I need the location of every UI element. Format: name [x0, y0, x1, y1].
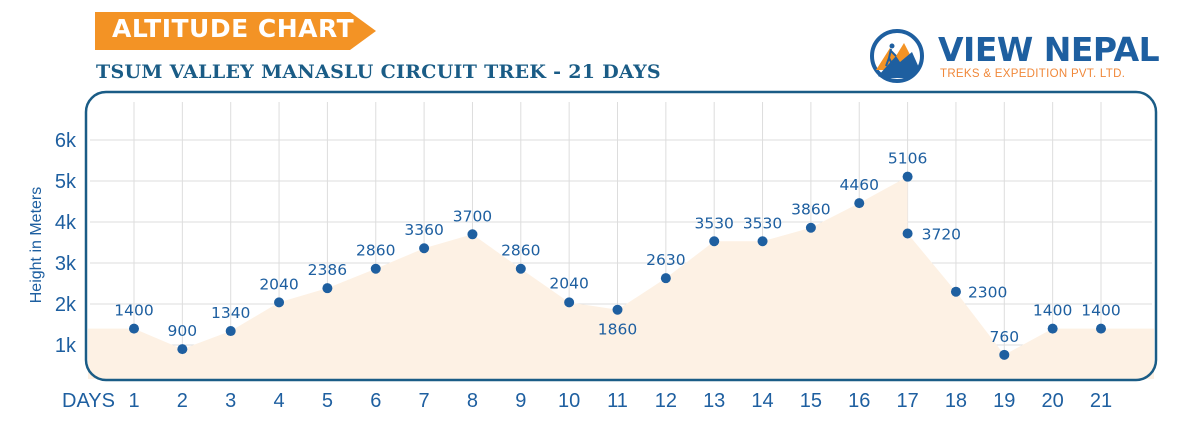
y-tick-label: 5k	[55, 171, 77, 193]
x-tick-label: 14	[751, 390, 773, 412]
data-point	[757, 236, 768, 247]
data-point	[854, 198, 865, 209]
x-tick-label: 1	[128, 390, 139, 412]
data-label: 760	[990, 328, 1020, 346]
data-point	[467, 229, 478, 240]
x-tick-label: 6	[370, 390, 381, 412]
data-label: 1400	[114, 302, 153, 320]
x-tick-label: 15	[800, 390, 822, 412]
logo-name: VIEW NEPAL	[938, 30, 1160, 69]
data-label: 1860	[598, 321, 637, 339]
x-tick-label: 13	[703, 390, 725, 412]
y-axis-label: Height in Meters	[28, 187, 45, 304]
x-axis-label: DAYS	[62, 390, 115, 412]
x-tick-label: 12	[655, 390, 677, 412]
banner-title: ALTITUDE CHART	[112, 14, 355, 43]
data-point	[612, 304, 623, 315]
y-tick-label: 6k	[55, 130, 77, 152]
x-tick-label: 3	[225, 390, 236, 412]
data-point	[902, 171, 913, 182]
x-tick-label: 8	[467, 390, 478, 412]
data-label: 2300	[968, 284, 1007, 302]
data-point	[999, 349, 1010, 360]
y-tick-label: 4k	[55, 212, 77, 234]
data-label: 900	[168, 322, 198, 340]
y-axis-ticks: 1k 2k 3k 4k 5k 6k	[55, 130, 77, 357]
data-label: 5106	[888, 150, 927, 168]
y-tick-label: 1k	[55, 335, 77, 357]
data-point	[129, 323, 139, 334]
data-label: 4460	[840, 176, 879, 194]
y-tick-label: 3k	[55, 253, 77, 275]
y-tick-label: 2k	[55, 294, 77, 316]
data-label: 1400	[1081, 302, 1120, 320]
data-label: 2860	[501, 242, 540, 260]
x-tick-label: 2	[177, 390, 188, 412]
altitude-area	[88, 176, 1154, 379]
data-label: 2040	[259, 275, 298, 293]
x-tick-label: 20	[1042, 390, 1064, 412]
data-point	[515, 263, 526, 274]
data-point	[564, 297, 575, 308]
data-label: 1400	[1033, 302, 1072, 320]
x-tick-label: 11	[607, 390, 628, 412]
data-point	[177, 344, 188, 355]
chart-frame	[84, 90, 1158, 382]
data-label: 3530	[694, 214, 733, 232]
chart-title: TSUM VALLEY MANASLU CIRCUIT TREK - 21 DA…	[96, 61, 661, 83]
data-point	[709, 236, 720, 247]
data-label: 3360	[404, 221, 443, 239]
x-tick-label: 21	[1090, 390, 1112, 412]
data-point	[950, 286, 961, 297]
x-tick-label: 19	[993, 390, 1015, 412]
data-point	[902, 228, 913, 239]
data-label: 1340	[211, 304, 250, 322]
x-tick-label: 4	[273, 390, 284, 412]
data-label: 2860	[356, 242, 395, 260]
x-tick-label: 7	[419, 390, 430, 412]
data-point	[419, 243, 430, 254]
data-point	[274, 297, 285, 308]
x-tick-label: 9	[515, 390, 526, 412]
data-label: 2040	[549, 274, 588, 292]
x-tick-label: 5	[322, 390, 333, 412]
x-tick-label: 16	[848, 390, 870, 412]
data-point	[805, 222, 816, 233]
data-label: 2630	[646, 251, 685, 269]
x-tick-label: 10	[558, 390, 580, 412]
data-point	[370, 263, 381, 274]
data-label: 3720	[922, 225, 961, 243]
altitude-chart-banner	[95, 12, 376, 50]
x-axis-ticks: 1 2 3 4 5 6 7 8 9 10 11 12 13 14 15 16 17 18 19 20 21	[128, 390, 1112, 412]
data-point	[1047, 323, 1058, 334]
data-point	[1096, 323, 1106, 334]
data-point	[225, 326, 236, 337]
data-points: 1400 900 1340 2040 2386 2860 3360 3700 2860 2040 1…	[114, 150, 1121, 360]
logo-tagline: TREKS & EXPEDITION PVT. LTD.	[940, 68, 1126, 80]
x-tick-label: 17	[896, 390, 918, 412]
data-point	[660, 273, 671, 284]
x-tick-label: 18	[945, 390, 967, 412]
mountain-hiker-icon	[870, 29, 924, 83]
data-label: 2386	[308, 261, 347, 279]
data-label: 3530	[743, 214, 782, 232]
data-label: 3860	[791, 201, 830, 219]
data-label: 3700	[453, 207, 492, 225]
data-point	[322, 283, 333, 294]
